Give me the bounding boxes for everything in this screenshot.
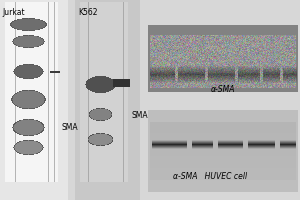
Text: K562: K562 [78,8,98,17]
Text: α-SMA   HUVEC cell: α-SMA HUVEC cell [173,172,247,181]
Text: SMA: SMA [62,123,79,132]
Text: Jurkat: Jurkat [2,8,25,17]
Text: SMA: SMA [132,110,148,119]
Text: α-SMA: α-SMA [211,85,235,94]
